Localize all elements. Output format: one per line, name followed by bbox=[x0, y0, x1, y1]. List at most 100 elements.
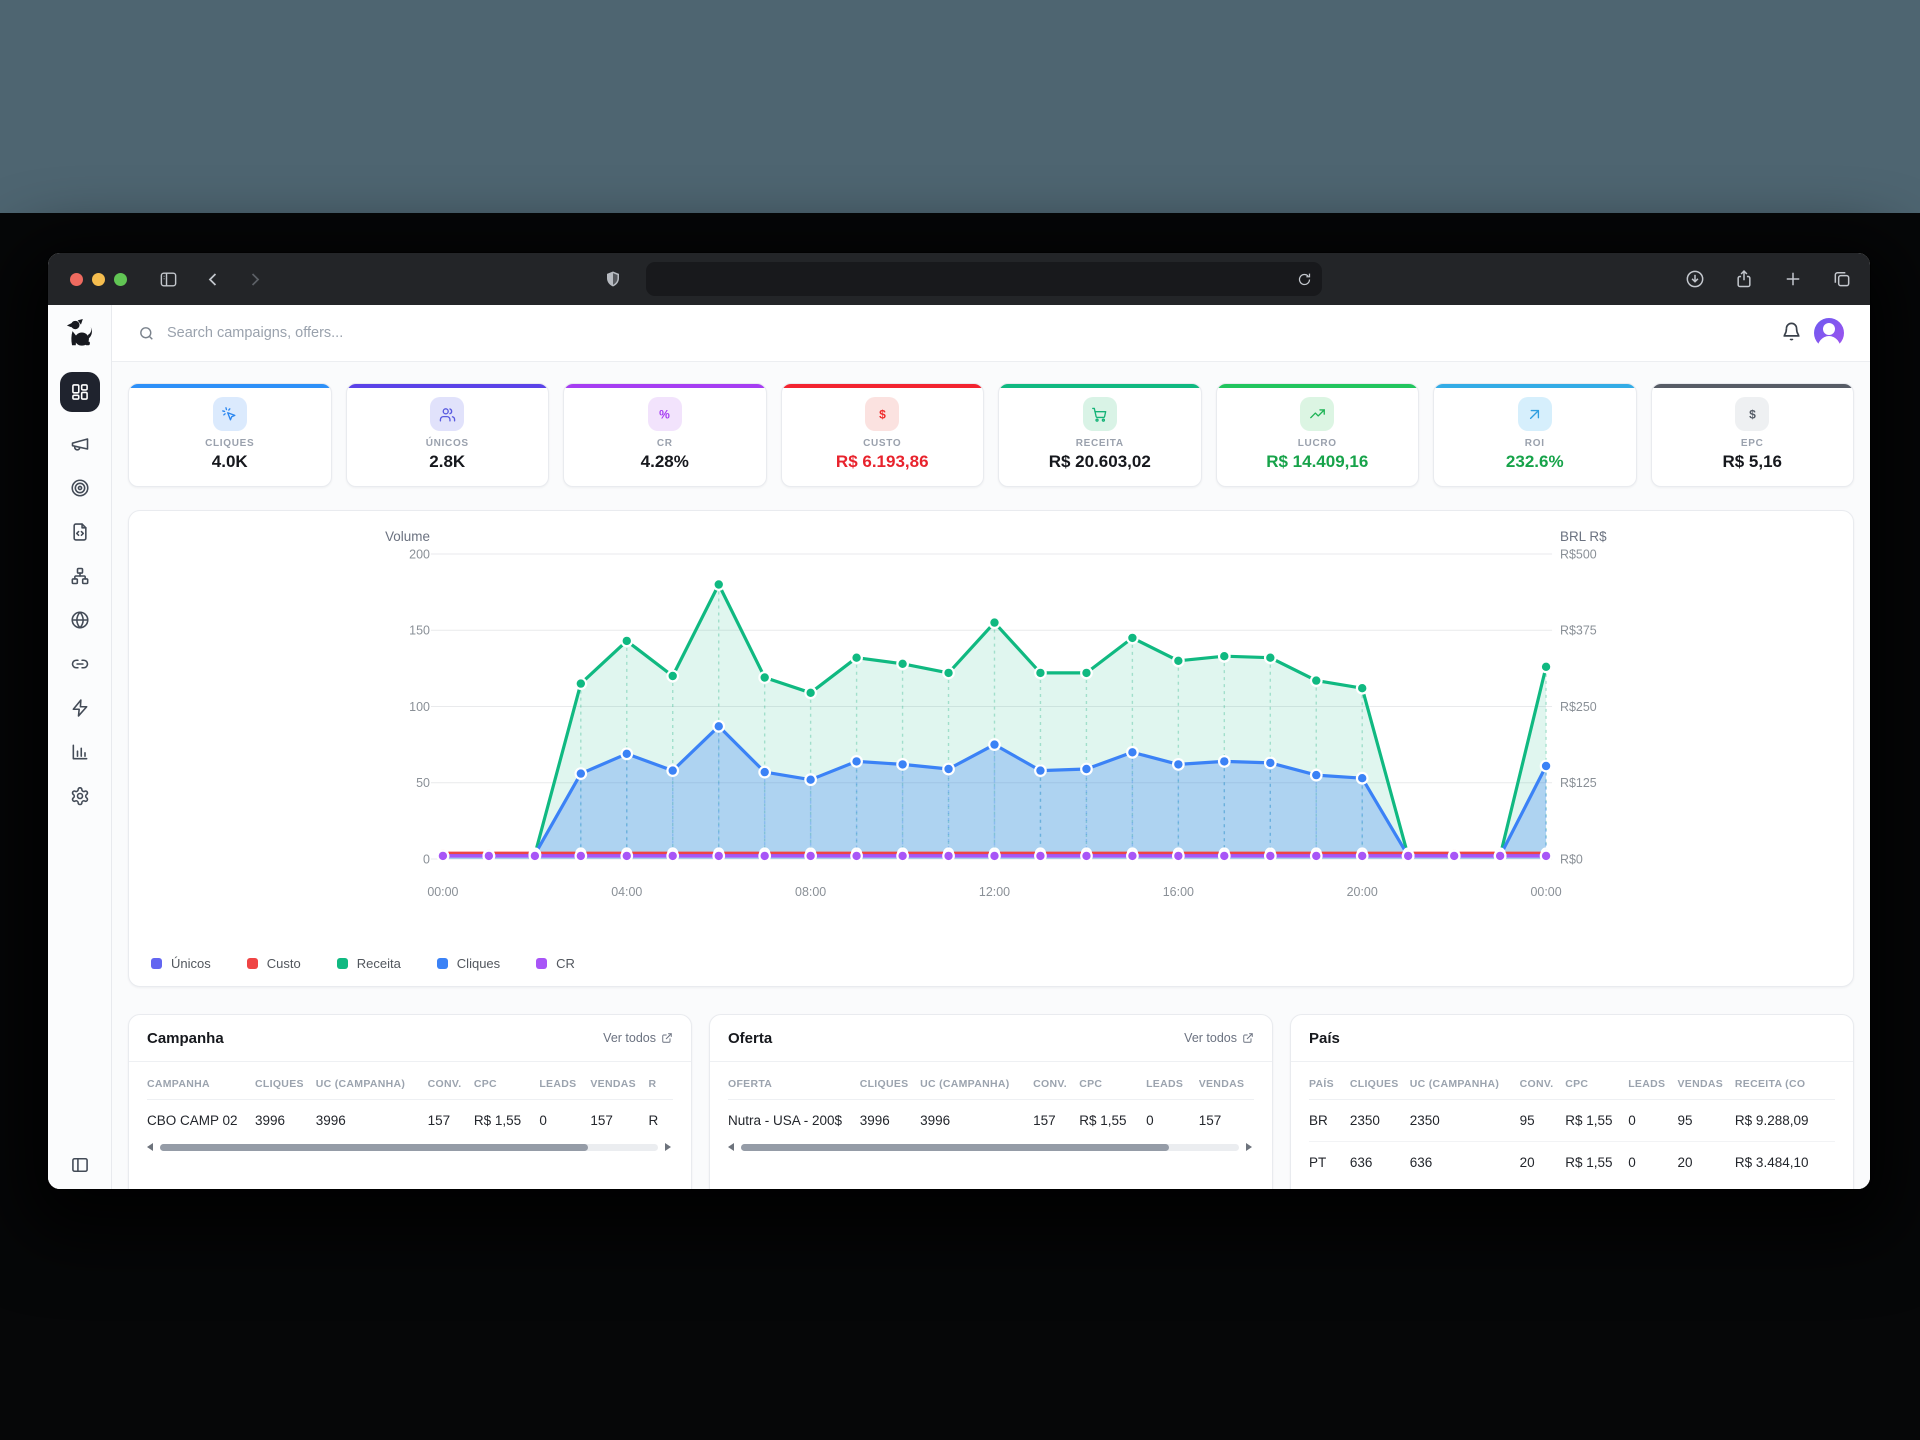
table-header-row: PAÍS CLIQUES UC (CAMPANHA) CONV. CPC LEADS VEN… bbox=[1309, 1066, 1835, 1100]
trending-up-icon bbox=[1300, 397, 1335, 431]
svg-text:16:00: 16:00 bbox=[1163, 885, 1194, 899]
reload-button[interactable] bbox=[1297, 272, 1312, 287]
table-cell: 20 bbox=[1677, 1141, 1735, 1183]
scroll-left-arrow[interactable] bbox=[728, 1143, 734, 1151]
table-body: CAMPANHA CLIQUES UC (CAMPANHA) CONV. CPC LEAD… bbox=[129, 1062, 691, 1151]
column-header: CONV. bbox=[1519, 1066, 1566, 1100]
table-cell: 3996 bbox=[255, 1099, 316, 1141]
stat-card-value: 4.0K bbox=[211, 452, 248, 471]
search-input[interactable]: Search campaigns, offers... bbox=[138, 325, 1769, 342]
sidebar-item-target[interactable] bbox=[70, 478, 90, 498]
external-link-icon bbox=[1242, 1032, 1254, 1044]
horizontal-scrollbar[interactable] bbox=[728, 1143, 1252, 1151]
legend-item-cr[interactable]: CR bbox=[536, 956, 575, 971]
notifications-button[interactable] bbox=[1781, 321, 1802, 345]
window-controls bbox=[70, 272, 127, 286]
toolbar-right-buttons bbox=[1685, 253, 1852, 305]
app-main: Search campaigns, offers... CLIQUES 4.0K Ú… bbox=[112, 305, 1870, 1189]
column-header: CONV. bbox=[1033, 1066, 1080, 1100]
legend-item-custo[interactable]: Custo bbox=[246, 956, 301, 971]
stat-card-accent bbox=[129, 384, 331, 388]
target-icon bbox=[70, 478, 90, 498]
sidebar-item-bar-chart[interactable] bbox=[70, 742, 90, 762]
sidebar-item-zap[interactable] bbox=[70, 698, 90, 718]
scrollbar-track[interactable] bbox=[741, 1143, 1239, 1151]
stat-card-lucro: LUCRO R$ 14.409,16 bbox=[1215, 383, 1419, 487]
stat-card-value: 232.6% bbox=[1505, 452, 1564, 471]
stat-card-accent bbox=[564, 384, 766, 388]
back-button[interactable] bbox=[204, 270, 223, 289]
minimize-window-button[interactable] bbox=[92, 272, 105, 286]
sidebar-item-link[interactable] bbox=[70, 654, 90, 674]
zoom-window-button[interactable] bbox=[114, 272, 127, 286]
ver-todos-label: Ver todos bbox=[603, 1031, 656, 1045]
sidebar-item-megaphone[interactable] bbox=[70, 434, 90, 454]
percent-icon: % bbox=[647, 397, 682, 431]
legend-swatch bbox=[536, 958, 548, 969]
legend-label: Receita bbox=[356, 956, 401, 971]
downloads-button[interactable] bbox=[1685, 269, 1705, 289]
sidebar-item-file-code[interactable] bbox=[70, 522, 90, 542]
legend-swatch bbox=[246, 958, 258, 969]
column-header: RECEITA (CO bbox=[1734, 1066, 1835, 1100]
privacy-shield-button[interactable] bbox=[604, 270, 622, 293]
tabs-icon bbox=[1834, 272, 1850, 287]
globe-icon bbox=[70, 610, 90, 630]
svg-text:20:00: 20:00 bbox=[1347, 885, 1378, 899]
search-icon bbox=[140, 326, 153, 340]
forward-button[interactable] bbox=[245, 270, 264, 289]
tab-overview-button[interactable] bbox=[1832, 269, 1852, 289]
column-header: CAMPANHA bbox=[147, 1066, 256, 1100]
table-cell: 3996 bbox=[315, 1099, 428, 1141]
dollar-icon: $ bbox=[865, 397, 900, 431]
column-header: OFERTA bbox=[728, 1066, 860, 1100]
stat-cards-row: CLIQUES 4.0K ÚNICOS 2.8K% CR 4.28% $ CUSTO R$ 6.… bbox=[128, 383, 1854, 487]
table-title: Campanha bbox=[147, 1029, 224, 1047]
stat-card-cr: % CR 4.28% bbox=[563, 383, 767, 487]
column-header: VENDAS bbox=[1677, 1066, 1735, 1100]
ver-todos-link[interactable]: Ver todos bbox=[1184, 1031, 1254, 1045]
stat-card-accent bbox=[346, 384, 548, 388]
svg-text:BRL R$: BRL R$ bbox=[1560, 529, 1607, 544]
cart-icon bbox=[1082, 397, 1117, 431]
scroll-left-arrow[interactable] bbox=[147, 1143, 153, 1151]
share-button[interactable] bbox=[1734, 269, 1754, 289]
scroll-right-arrow[interactable] bbox=[1246, 1143, 1252, 1151]
ver-todos-link[interactable]: Ver todos bbox=[603, 1031, 673, 1045]
legend-swatch bbox=[436, 958, 448, 969]
scroll-right-arrow[interactable] bbox=[665, 1143, 671, 1151]
table-cell: 0 bbox=[1146, 1099, 1199, 1141]
legend-label: Únicos bbox=[171, 956, 211, 971]
stat-card-label: EPC bbox=[1740, 438, 1764, 449]
scrollbar-thumb[interactable] bbox=[741, 1143, 1170, 1151]
scrollbar-thumb[interactable] bbox=[160, 1143, 589, 1151]
sidebar-collapse-button[interactable] bbox=[70, 1155, 90, 1175]
stat-card-label: ÚNICOS bbox=[425, 438, 469, 449]
sidebar-item-network[interactable] bbox=[70, 566, 90, 586]
table-card-oferta: Oferta Ver todos OFERTA CLIQUES UC (CAMPANHA… bbox=[709, 1014, 1273, 1189]
sidebar-item-settings[interactable] bbox=[70, 786, 90, 806]
browser-sidebar-toggle-button[interactable] bbox=[159, 270, 178, 289]
close-window-button[interactable] bbox=[70, 272, 83, 286]
stat-card-cliques: CLIQUES 4.0K bbox=[128, 383, 332, 487]
legend-item-unicos[interactable]: Únicos bbox=[151, 956, 211, 971]
scrollbar-track[interactable] bbox=[160, 1143, 658, 1151]
horizontal-scrollbar[interactable] bbox=[147, 1143, 671, 1151]
table-row: Nutra - USA - 200$ 3996 3996 157 R$ 1,55 0 157 bbox=[728, 1099, 1254, 1141]
table-cell: R$ 1,55 bbox=[473, 1099, 540, 1141]
legend-item-cliques[interactable]: Cliques bbox=[436, 956, 500, 971]
user-avatar[interactable] bbox=[1814, 318, 1844, 350]
legend-item-receita[interactable]: Receita bbox=[336, 956, 401, 971]
traffic-chart-card: 0 R$0 50 R$125 100 R$250 150 R$375 200 R$500 Volum… bbox=[128, 510, 1854, 987]
table-title: Oferta bbox=[728, 1029, 773, 1047]
svg-text:$: $ bbox=[879, 407, 886, 421]
table-cell: R$ 1,55 bbox=[1565, 1141, 1629, 1183]
sidebar-item-globe[interactable] bbox=[70, 610, 90, 630]
new-tab-button[interactable] bbox=[1783, 269, 1803, 289]
plus-icon bbox=[1786, 272, 1800, 286]
column-header: VENDAS bbox=[1198, 1066, 1254, 1100]
sidebar-item-dashboard[interactable] bbox=[59, 372, 100, 412]
column-header: UC (CAMPANHA) bbox=[315, 1066, 428, 1100]
browser-toolbar bbox=[48, 253, 1870, 305]
address-bar[interactable] bbox=[646, 262, 1322, 296]
